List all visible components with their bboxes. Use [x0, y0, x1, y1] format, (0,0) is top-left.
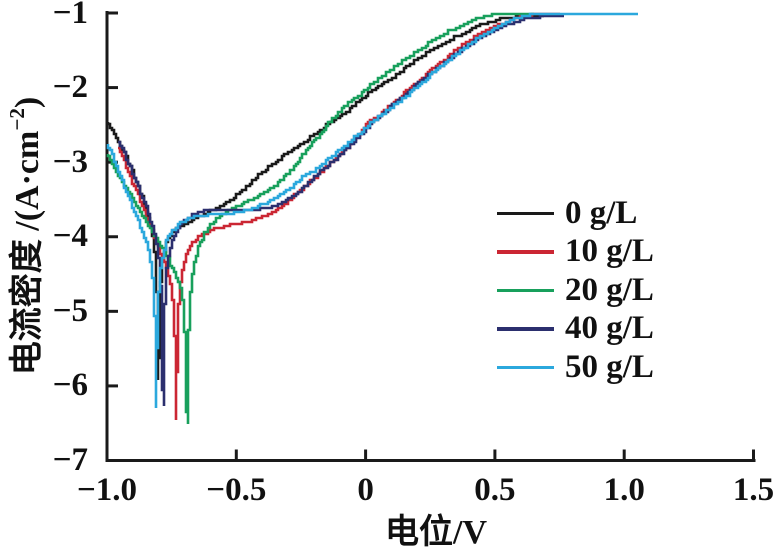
- legend-line-swatch: [497, 288, 554, 292]
- legend-item: 10 g/L: [497, 233, 654, 272]
- y-tick-label: −4: [52, 218, 88, 255]
- legend-item-label: 40 g/L: [565, 310, 654, 347]
- legend-item: 20 g/L: [497, 271, 654, 310]
- x-tick-label: 1.0: [603, 472, 645, 508]
- legend-item-label: 10 g/L: [565, 233, 654, 270]
- legend-item-label: 20 g/L: [565, 271, 654, 308]
- legend-item: 40 g/L: [497, 310, 654, 349]
- legend-line-swatch: [497, 327, 554, 331]
- x-tick-label: −1.0: [76, 472, 138, 508]
- legend-item-label: 0 g/L: [565, 194, 638, 231]
- legend-line-swatch: [497, 211, 554, 215]
- x-tick-label: −0.5: [206, 472, 267, 508]
- y-tick-label: −1: [52, 0, 88, 31]
- y-axis-label-exponent: −2: [4, 108, 29, 131]
- legend-item-label: 50 g/L: [565, 348, 654, 385]
- legend-line-swatch: [497, 365, 554, 369]
- legend-item: 0 g/L: [497, 194, 654, 233]
- y-tick-label: −3: [52, 143, 88, 180]
- legend-line-swatch: [497, 250, 554, 254]
- curve-10-g-l: [118, 12, 560, 420]
- curve-0-g-l: [106, 14, 544, 380]
- y-tick-label: −7: [52, 442, 88, 478]
- y-tick-label: −5: [52, 292, 88, 329]
- x-tick-label: 0.5: [474, 472, 516, 508]
- curve-20-g-l: [106, 12, 534, 424]
- x-tick-label: 0: [357, 472, 374, 508]
- x-axis-label: 电位/V: [385, 514, 487, 551]
- legend: 0 g/L 10 g/L 20 g/L 40 g/L 50 g/L: [497, 194, 654, 387]
- legend-item: 50 g/L: [497, 348, 654, 387]
- curve-50-g-l: [106, 12, 638, 408]
- x-tick-label: 1.5: [732, 472, 775, 508]
- y-tick-label: −2: [52, 69, 88, 106]
- y-tick-label: −6: [52, 367, 88, 404]
